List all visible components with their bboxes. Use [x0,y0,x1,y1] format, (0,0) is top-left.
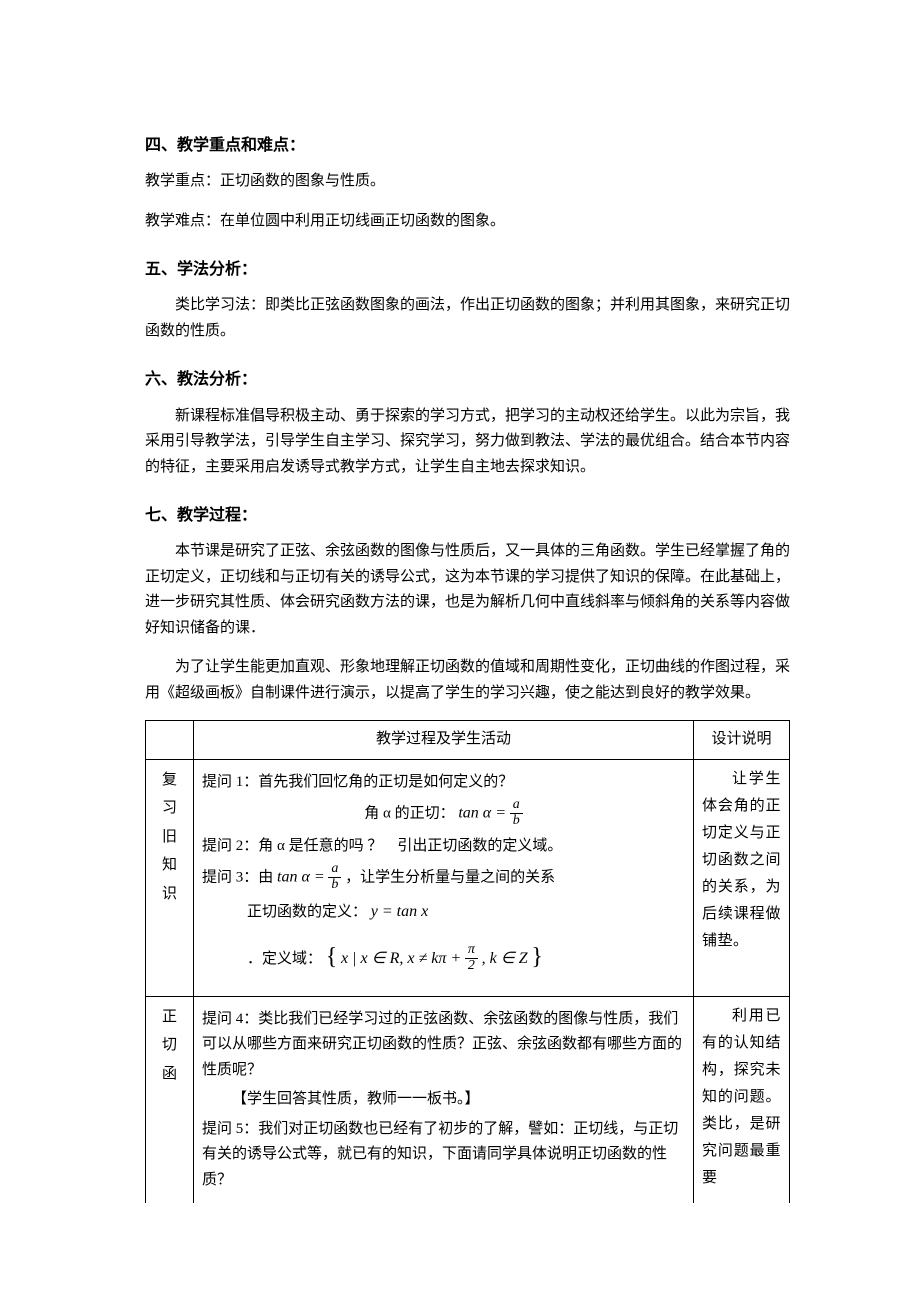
th-activity: 教学过程及学生活动 [194,721,694,760]
row1-left-c1: 习 [154,794,185,823]
row1-q3-lhs: tan α = [277,869,325,886]
row1-domain-frac: π 2 [465,943,478,973]
s5-p1: 类比学习法：即类比正弦函数图象的画法，作出正切函数的图象；并利用其图象，来研究正… [145,293,790,344]
row1-q3-pre: 提问 3：由 [202,870,273,886]
row1-domain-lbrace: { [326,944,338,970]
th-note: 设计说明 [694,721,790,760]
row1-def-formula: y = tan x [371,903,428,920]
row2-note: 利用已有的认知结构，探究未知的问题。类比，是研究问题最重要 [694,996,790,1203]
row1-formula1-num: a [510,798,523,814]
row1-left-c4: 识 [154,880,185,909]
row1-formula1-den: b [510,814,523,829]
row1-body: 提问 1：首先我们回忆角的正切是如何定义的？ 角 α 的正切： tan α = … [194,759,694,996]
row2-q5: 提问 5：我们对正切函数也已经有了初步的了解，譬如：正切线，与正切有关的诱导公式… [202,1117,685,1194]
row1-q1: 提问 1：首先我们回忆角的正切是如何定义的？ [202,770,685,796]
s6-p1: 新课程标准倡导积极主动、勇于探索的学习方式，把学习的主动权还给学生。以此为宗旨，… [145,404,790,481]
row2-left: 正 切 函 [146,996,194,1203]
s4-p2: 教学难点：在单位圆中利用正切线画正切函数的图象。 [145,209,790,235]
row1-domain-frac-num: π [465,943,478,959]
row1-note: 让学生体会角的正切定义与正切函数之间的关系，为后续课程做铺垫。 [694,759,790,996]
row1-formula1: 角 α 的正切： tan α = a b [202,799,685,829]
s7-p1: 本节课是研究了正弦、余弦函数的图像与性质后，又一具体的三角函数。学生已经掌握了角… [145,539,790,641]
row1-domain: ．定义域： { x | x ∈ R, x ≠ kπ + π 2 , k ∈ Z … [202,939,685,980]
row1-left-c0: 复 [154,766,185,795]
row2-body: 提问 4：类比我们已经学习过的正弦函数、余弦函数的图像与性质，我们可以从哪些方面… [194,996,694,1203]
row2-q4: 提问 4：类比我们已经学习过的正弦函数、余弦函数的图像与性质，我们可以从哪些方面… [202,1007,685,1084]
th-left [146,721,194,760]
table-row: 正 切 函 提问 4：类比我们已经学习过的正弦函数、余弦函数的图像与性质，我们可… [146,996,790,1203]
row1-left-text: 复 习 旧 知 识 [154,766,185,909]
row2-left-text: 正 切 函 [154,1003,185,1089]
row1-domain-frac-den: 2 [465,959,478,974]
row1-domain-pre: x | x ∈ R, x ≠ kπ + [341,950,461,967]
heading-6: 六、教法分析： [145,366,790,393]
row2-left-c2: 切 [154,1031,185,1060]
row1-formula1-lhs: tan α = [458,805,506,822]
table-header-row: 教学过程及学生活动 设计说明 [146,721,790,760]
row1-q3-den: b [328,878,341,893]
row1-domain-label: ．定义域： [247,951,322,967]
row1-def-label: 正切函数的定义： [247,904,367,920]
document-page: 四、教学重点和难点： 教学重点：正切函数的图象与性质。 教学难点：在单位圆中利用… [0,0,920,1302]
row1-def: 正切函数的定义： y = tan x [202,898,685,926]
row1-left: 复 习 旧 知 识 [146,759,194,996]
row2-student: 【学生回答其性质，教师一一板书。】 [202,1087,685,1113]
heading-4: 四、教学重点和难点： [145,132,790,159]
s7-p2: 为了让学生能更加直观、形象地理解正切函数的值域和周期性变化，正切曲线的作图过程，… [145,655,790,706]
heading-5: 五、学法分析： [145,256,790,283]
row1-formula1-label: 角 α 的正切： [364,806,454,822]
heading-7: 七、教学过程： [145,502,790,529]
row2-left-c0: 正 [154,1003,185,1032]
row1-left-c2: 旧 [154,823,185,852]
row1-formula1-frac: a b [510,798,523,828]
row1-domain-post: , k ∈ Z [482,950,528,967]
row1-q3-post: ，让学生分析量与量之间的关系 [345,870,555,886]
lesson-table: 教学过程及学生活动 设计说明 复 习 旧 知 识 提问 1：首先我们回忆角的正切… [145,720,790,1203]
row1-q3: 提问 3：由 tan α = a b ，让学生分析量与量之间的关系 [202,863,685,893]
row1-left-c3: 知 [154,851,185,880]
row2-left-c4: 函 [154,1060,185,1089]
row1-q3-frac: a b [328,862,341,892]
row1-q3-num: a [328,862,341,878]
s4-p1: 教学重点：正切函数的图象与性质。 [145,169,790,195]
row1-q2: 提问 2：角 α 是任意的吗 ？ 引出正切函数的定义域。 [202,834,685,860]
table-row: 复 习 旧 知 识 提问 1：首先我们回忆角的正切是如何定义的？ 角 α 的正切… [146,759,790,996]
row1-domain-rbrace: } [531,944,543,970]
